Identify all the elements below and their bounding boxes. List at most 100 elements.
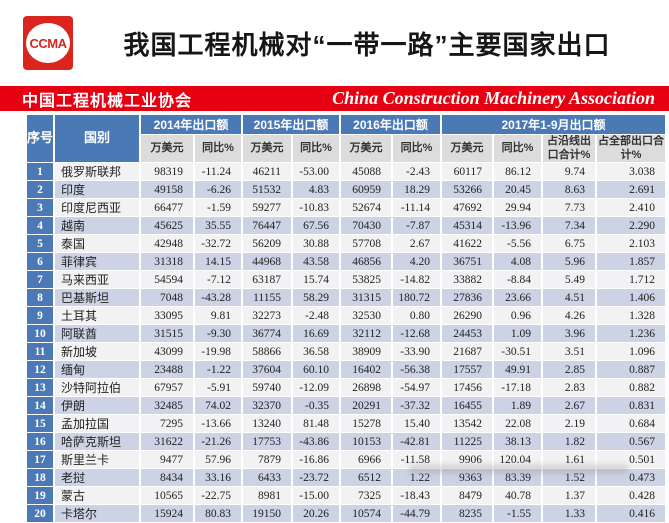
value-cell: 26290 xyxy=(442,307,492,324)
association-name-en: China Construction Machinery Association xyxy=(332,88,655,108)
value-cell: 36774 xyxy=(243,325,291,342)
value-cell: 4.51 xyxy=(543,289,595,306)
value-cell: 60117 xyxy=(442,163,492,180)
value-cell: 10153 xyxy=(341,433,391,450)
row-index: 12 xyxy=(27,361,53,378)
value-cell: 0.882 xyxy=(597,379,665,396)
value-cell: 67957 xyxy=(141,379,193,396)
value-cell: 7325 xyxy=(341,487,391,504)
value-cell: 2.103 xyxy=(597,235,665,252)
value-cell: 86.12 xyxy=(494,163,541,180)
value-cell: 57.96 xyxy=(195,451,241,468)
value-cell: 0.80 xyxy=(393,307,440,324)
value-cell: 38909 xyxy=(341,343,391,360)
table-row: 7 马来西亚 54594 -7.12 63187 15.74 53825 -14… xyxy=(27,271,665,288)
row-index: 3 xyxy=(27,199,53,216)
country-name: 土耳其 xyxy=(55,307,139,324)
table-row: 10 阿联酋 31515 -9.30 36774 16.69 32112 -12… xyxy=(27,325,665,342)
value-cell: -13.66 xyxy=(195,415,241,432)
value-cell: 16402 xyxy=(341,361,391,378)
value-cell: 14.15 xyxy=(195,253,241,270)
value-cell: 0.887 xyxy=(597,361,665,378)
col-header-2016-amount: 万美元 xyxy=(341,135,391,162)
value-cell: -10.83 xyxy=(293,199,339,216)
country-name: 斯里兰卡 xyxy=(55,451,139,468)
value-cell: -19.98 xyxy=(195,343,241,360)
table-row: 16 哈萨克斯坦 31622 -21.26 17753 -43.86 10153… xyxy=(27,433,665,450)
value-cell: 2.67 xyxy=(543,397,595,414)
value-cell: -17.18 xyxy=(494,379,541,396)
value-cell: 59740 xyxy=(243,379,291,396)
row-index: 16 xyxy=(27,433,53,450)
value-cell: 2.83 xyxy=(543,379,595,396)
value-cell: 49.91 xyxy=(494,361,541,378)
value-cell: 45088 xyxy=(341,163,391,180)
table-row: 11 新加坡 43099 -19.98 58866 36.58 38909 -3… xyxy=(27,343,665,360)
value-cell: 52674 xyxy=(341,199,391,216)
value-cell: 2.410 xyxy=(597,199,665,216)
value-cell: 1.82 xyxy=(543,433,595,450)
country-name: 蒙古 xyxy=(55,487,139,504)
col-group-2017: 2017年1-9月出口额 xyxy=(442,115,665,134)
value-cell: 9.81 xyxy=(195,307,241,324)
table-header: 序号 国别 2014年出口额 2015年出口额 2016年出口额 2017年1-… xyxy=(27,115,665,162)
value-cell: 56209 xyxy=(243,235,291,252)
group-header-row: 序号 国别 2014年出口额 2015年出口额 2016年出口额 2017年1-… xyxy=(27,115,665,162)
value-cell: 63187 xyxy=(243,271,291,288)
country-name: 阿联酋 xyxy=(55,325,139,342)
value-cell: 33095 xyxy=(141,307,193,324)
country-name: 沙特阿拉伯 xyxy=(55,379,139,396)
value-cell: 8981 xyxy=(243,487,291,504)
value-cell: 1.37 xyxy=(543,487,595,504)
value-cell: 32485 xyxy=(141,397,193,414)
value-cell: 31318 xyxy=(141,253,193,270)
row-index: 19 xyxy=(27,487,53,504)
value-cell: 8.63 xyxy=(543,181,595,198)
value-cell: 4.83 xyxy=(293,181,339,198)
ccma-logo-oval: CCMA xyxy=(26,23,70,63)
value-cell: -13.96 xyxy=(494,217,541,234)
value-cell: 10565 xyxy=(141,487,193,504)
value-cell: -37.32 xyxy=(393,397,440,414)
value-cell: 1.096 xyxy=(597,343,665,360)
value-cell: 20.26 xyxy=(293,505,339,522)
value-cell: 70430 xyxy=(341,217,391,234)
value-cell: 31622 xyxy=(141,433,193,450)
value-cell: 53825 xyxy=(341,271,391,288)
value-cell: 0.684 xyxy=(597,415,665,432)
country-name: 俄罗斯联邦 xyxy=(55,163,139,180)
value-cell: 80.83 xyxy=(195,505,241,522)
value-cell: 36751 xyxy=(442,253,492,270)
row-index: 17 xyxy=(27,451,53,468)
value-cell: -11.14 xyxy=(393,199,440,216)
value-cell: 5.49 xyxy=(543,271,595,288)
value-cell: 4.20 xyxy=(393,253,440,270)
value-cell: -42.81 xyxy=(393,433,440,450)
value-cell: 120.04 xyxy=(494,451,541,468)
table-row: 2 印度 49158 -6.26 51532 4.83 60959 18.29 … xyxy=(27,181,665,198)
col-header-2017-yoy: 同比% xyxy=(494,135,541,162)
value-cell: 31315 xyxy=(341,289,391,306)
col-header-2015-amount: 万美元 xyxy=(243,135,291,162)
value-cell: 26898 xyxy=(341,379,391,396)
col-header-2014-yoy: 同比% xyxy=(195,135,241,162)
value-cell: 44968 xyxy=(243,253,291,270)
value-cell: 15.40 xyxy=(393,415,440,432)
value-cell: -5.91 xyxy=(195,379,241,396)
value-cell: 32530 xyxy=(341,307,391,324)
col-group-2015: 2015年出口额 xyxy=(243,115,339,134)
value-cell: 13542 xyxy=(442,415,492,432)
value-cell: -2.43 xyxy=(393,163,440,180)
value-cell: 13240 xyxy=(243,415,291,432)
row-index: 4 xyxy=(27,217,53,234)
value-cell: 58866 xyxy=(243,343,291,360)
value-cell: -1.55 xyxy=(494,505,541,522)
value-cell: 11225 xyxy=(442,433,492,450)
col-header-2014-amount: 万美元 xyxy=(141,135,193,162)
value-cell: 7.73 xyxy=(543,199,595,216)
value-cell: 1.712 xyxy=(597,271,665,288)
value-cell: -18.43 xyxy=(393,487,440,504)
value-cell: 47692 xyxy=(442,199,492,216)
value-cell: 9.74 xyxy=(543,163,595,180)
country-name: 泰国 xyxy=(55,235,139,252)
